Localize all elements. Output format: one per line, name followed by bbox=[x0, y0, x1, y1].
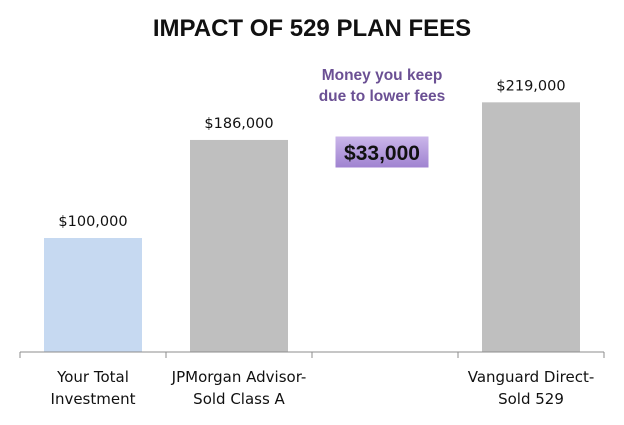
bar-value-label: $219,000 bbox=[496, 78, 565, 94]
annotation: Money you keep due to lower fees $33,000 bbox=[319, 67, 446, 169]
x-tick-label: Sold 529 bbox=[498, 390, 564, 408]
chart-title: IMPACT OF 529 PLAN FEES bbox=[153, 15, 471, 42]
x-tick-label: JPMorgan Advisor- bbox=[171, 368, 307, 386]
bar bbox=[44, 238, 142, 352]
bar bbox=[190, 139, 288, 352]
bar-value-label: $186,000 bbox=[204, 116, 273, 132]
x-tick-label: Your Total bbox=[56, 368, 129, 386]
annotation-line-2: due to lower fees bbox=[319, 88, 446, 105]
x-axis-labels: Your Total Investment JPMorgan Advisor- Sol… bbox=[51, 368, 595, 408]
x-tick-label: Investment bbox=[51, 390, 136, 408]
plot-area: $100,000 $186,000 $219,000 bbox=[44, 78, 580, 352]
x-tick-label: Vanguard Direct- bbox=[468, 368, 595, 386]
annotation-line-1: Money you keep bbox=[322, 67, 443, 84]
x-axis-ticks bbox=[19, 352, 605, 358]
annotation-badge-text: $33,000 bbox=[344, 142, 420, 165]
x-tick-label: Sold Class A bbox=[193, 390, 285, 408]
annotation-badge bbox=[334, 135, 430, 169]
bar bbox=[482, 102, 580, 352]
bar-value-label: $100,000 bbox=[58, 214, 127, 230]
